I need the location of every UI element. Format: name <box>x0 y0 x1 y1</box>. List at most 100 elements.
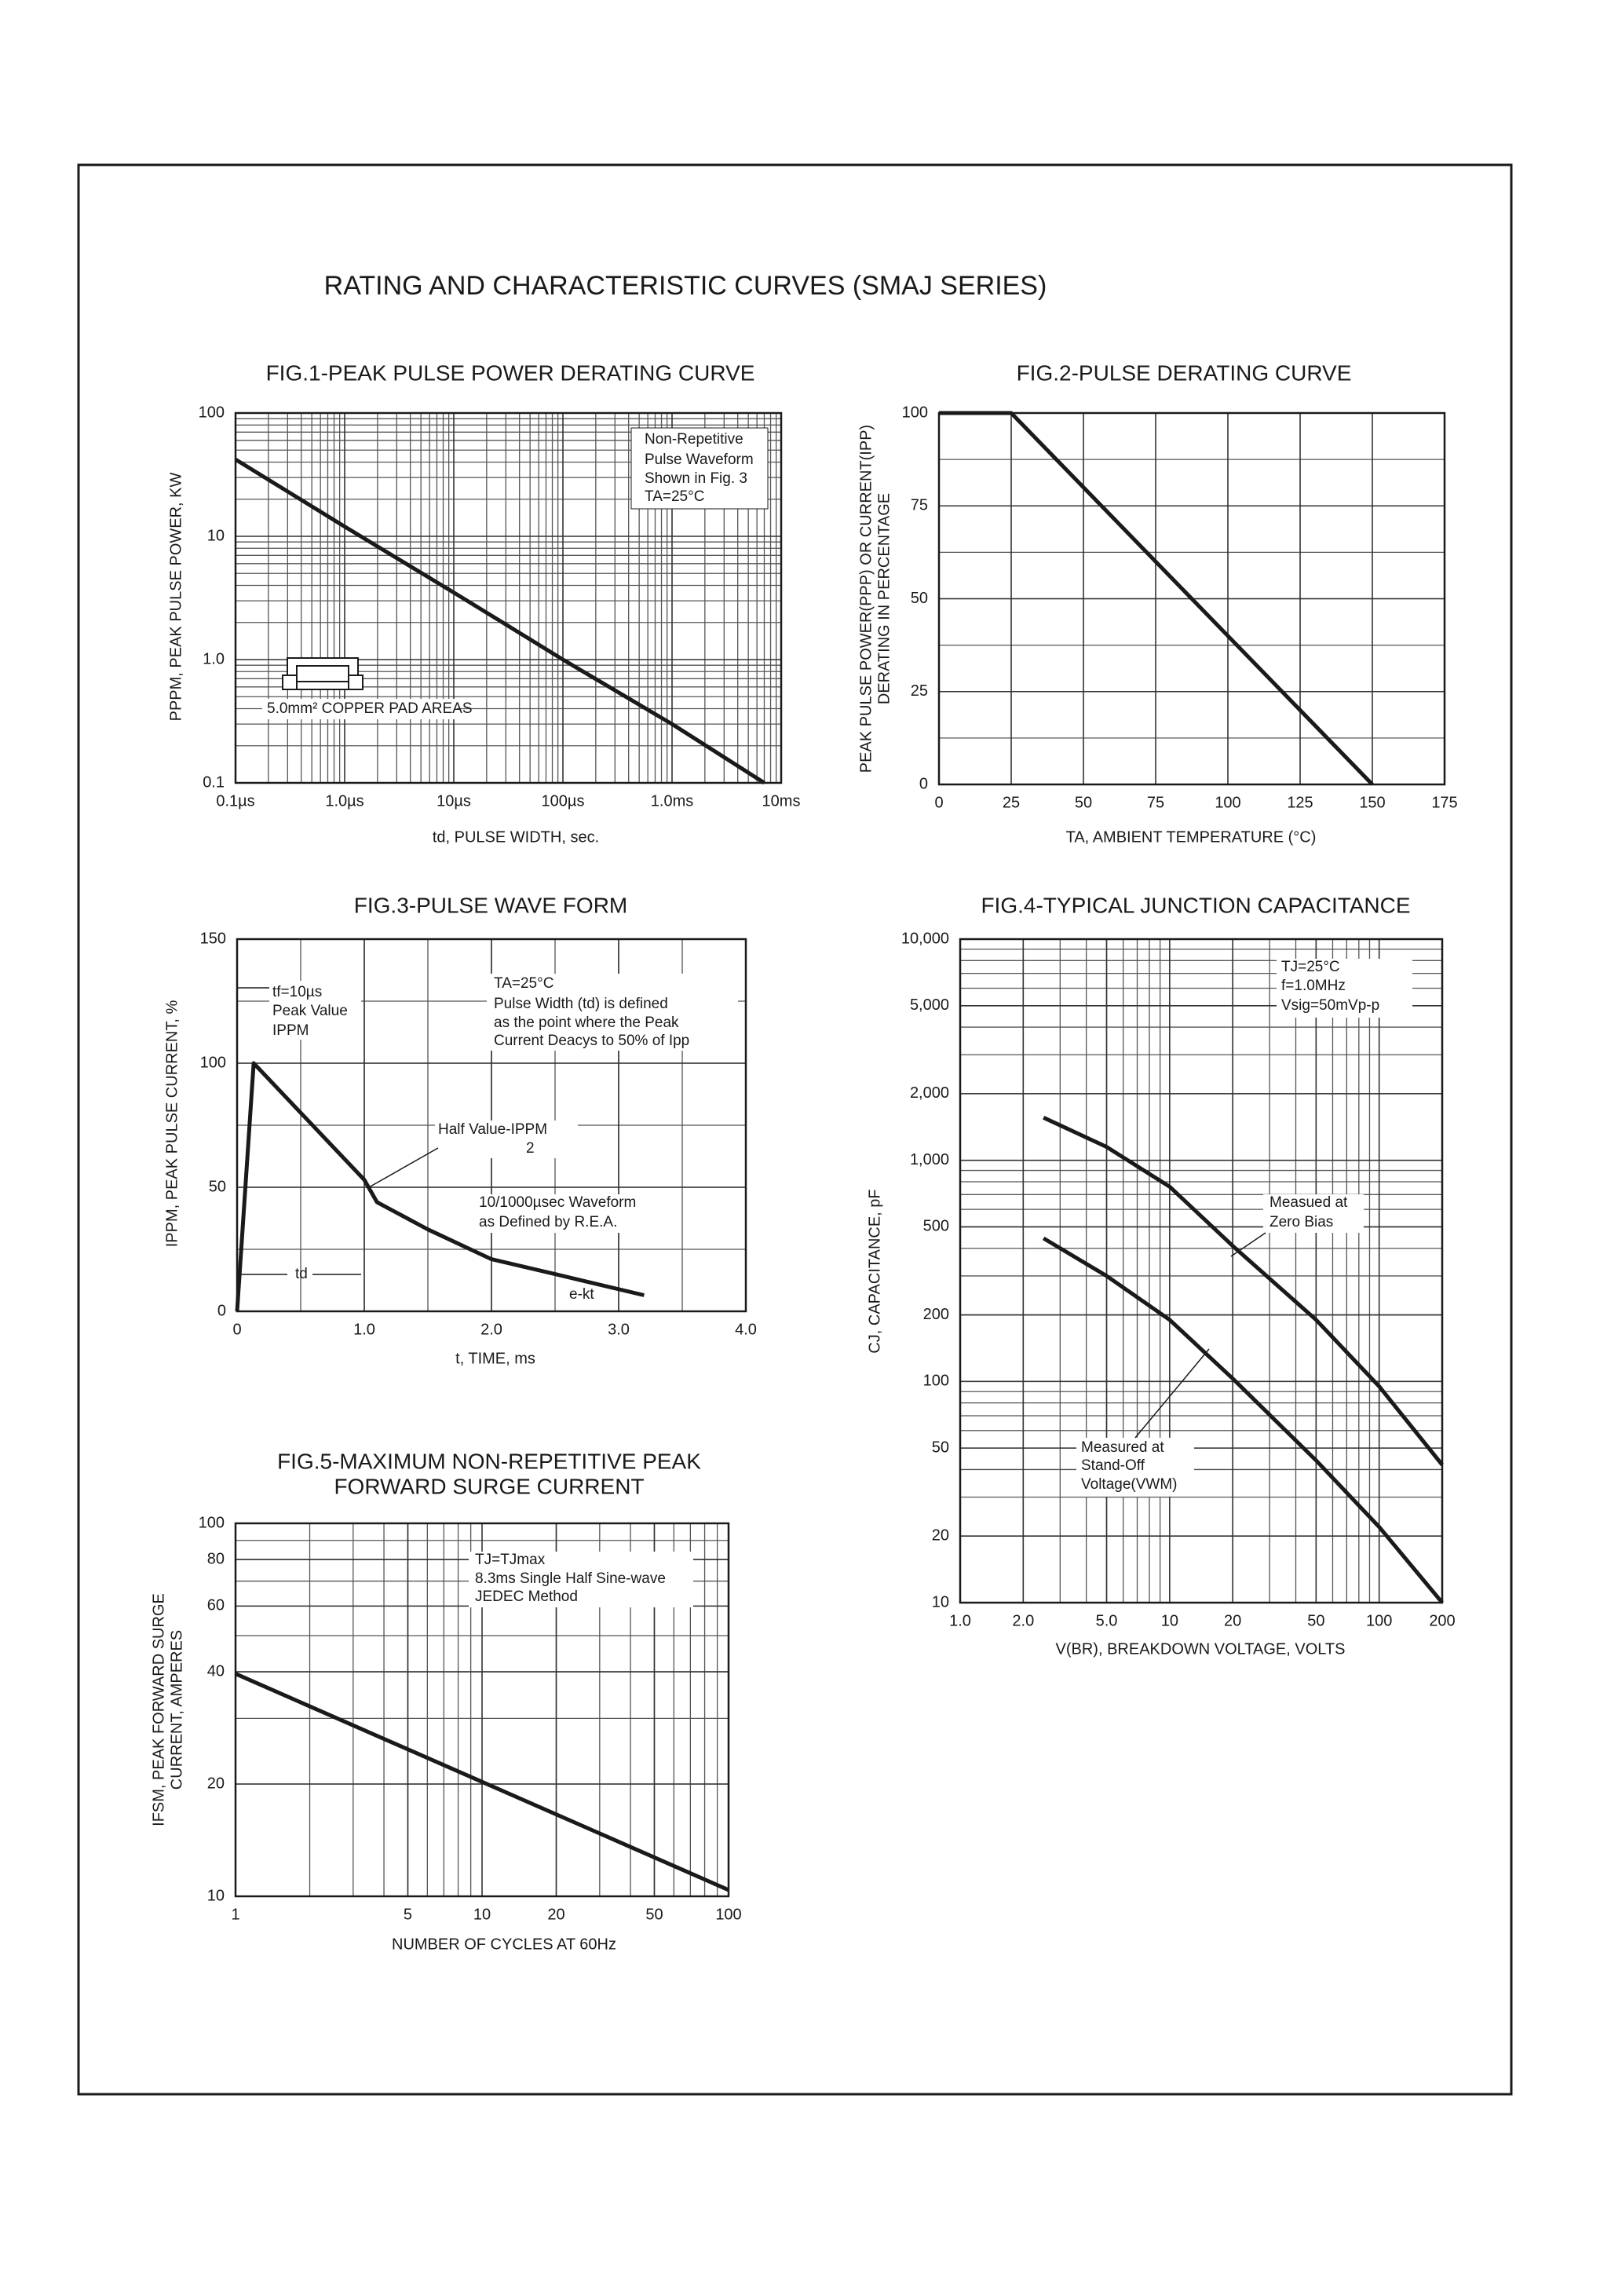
annotation: IPPM <box>272 1022 309 1039</box>
note-box <box>1076 1438 1194 1497</box>
plot-border <box>959 938 1444 1604</box>
x-tick-label: 50 <box>1075 794 1092 811</box>
y-tick-label: 60 <box>207 1597 225 1614</box>
chart-title: FIG.3-PULSE WAVE FORM <box>354 893 627 917</box>
x-tick-label: 0.1µs <box>216 792 254 810</box>
annotation: 10/1000µsec Waveform <box>479 1194 636 1211</box>
plot-border <box>236 938 747 1313</box>
page-border <box>77 163 1513 2096</box>
x-tick-label: 175 <box>1431 794 1457 811</box>
y-tick-label: 100 <box>200 1054 226 1071</box>
x-tick-label: 0 <box>232 1321 241 1338</box>
x-axis-label: V(BR), BREAKDOWN VOLTAGE, VOLTS <box>1056 1640 1346 1658</box>
y-tick-label: 0.1 <box>203 773 225 791</box>
y-tick-label: 10 <box>932 1593 949 1610</box>
plot-border <box>234 1522 730 1898</box>
annotation: Pulse Waveform <box>645 452 754 468</box>
y-axis-label: PEAK PULSE POWER(PPP) OR CURRENT(IPP) <box>857 425 875 773</box>
annotation: Voltage(VWM) <box>1081 1476 1177 1493</box>
y-tick-label: 100 <box>199 404 225 421</box>
x-tick-label: 50 <box>645 1906 663 1923</box>
curve <box>1043 1116 1444 1467</box>
x-tick-label: 0 <box>934 794 943 811</box>
note-box <box>487 974 738 1051</box>
x-tick-label: 10 <box>1161 1612 1178 1629</box>
annotation: Measued at <box>1269 1194 1348 1211</box>
x-tick-label: 200 <box>1429 1612 1455 1629</box>
y-axis-label: PPPM, PEAK PULSE POWER, KW <box>167 473 184 722</box>
y-tick-label: 0 <box>217 1302 226 1319</box>
x-tick-label: 10ms <box>762 792 801 810</box>
y-tick-label: 10 <box>207 527 225 544</box>
chart: 1.0 2.0 5.0 10 20 50 100 200 10 20 50 100 200 500 1,00… <box>866 893 1455 1658</box>
plot-area <box>960 939 1442 1603</box>
note-box <box>269 981 361 1040</box>
annotation: Half Value-IPPM <box>438 1121 547 1138</box>
annotation: Pulse Width (td) is defined <box>494 996 668 1012</box>
curve <box>235 1061 645 1312</box>
annotation: Stand-Off <box>1081 1457 1145 1474</box>
curve <box>939 411 1374 786</box>
y-tick-label: 100 <box>199 1514 225 1531</box>
y-tick-label: 40 <box>207 1662 225 1680</box>
chart: 0 25 50 75 100 125 150 175 0 25 50 75 100 FIG.2-PULSE… <box>857 360 1457 846</box>
y-tick-label: 100 <box>902 404 928 421</box>
annotation: TJ=TJmax <box>475 1552 546 1568</box>
y-tick-label: 500 <box>923 1218 949 1235</box>
x-axis-label: NUMBER OF CYCLES AT 60Hz <box>392 1936 616 1953</box>
chart-title: FIG.2-PULSE DERATING CURVE <box>1017 360 1352 385</box>
x-tick-label: 125 <box>1287 794 1313 811</box>
x-axis-label: td, PULSE WIDTH, sec. <box>433 828 599 846</box>
y-tick-label: 1.0 <box>203 650 225 667</box>
chart-title: FIG.1-PEAK PULSE POWER DERATING CURVE <box>266 360 755 385</box>
x-tick-label: 2.0 <box>480 1321 502 1338</box>
x-tick-label: 5 <box>404 1906 412 1923</box>
x-tick-label: 150 <box>1359 794 1385 811</box>
note-box <box>469 1552 693 1607</box>
chart-title: FIG.4-TYPICAL JUNCTION CAPACITANCE <box>981 893 1410 917</box>
annotation: TA=25°C <box>494 975 553 992</box>
x-tick-label: 100µs <box>542 792 585 810</box>
chart-title: FIG.5-MAXIMUM NON-REPETITIVE PEAK <box>277 1449 701 1473</box>
annotation: Shown in Fig. 3 <box>645 470 747 487</box>
y-axis-label: CJ, CAPACITANCE, pF <box>866 1189 883 1353</box>
leader-line <box>368 1147 439 1188</box>
y-tick-label: 20 <box>207 1775 225 1792</box>
plot-border <box>234 411 783 784</box>
y-tick-label: 80 <box>207 1550 225 1567</box>
y-axis-label: CURRENT, AMPERES <box>168 1630 185 1790</box>
y-tick-label: 10,000 <box>901 930 949 947</box>
y-tick-label: 50 <box>911 590 928 607</box>
x-tick-label: 75 <box>1147 794 1164 811</box>
page-title: RATING AND CHARACTERISTIC CURVES (SMAJ S… <box>324 271 1047 301</box>
y-axis-label: IFSM, PEAK FORWARD SURGE <box>150 1593 167 1826</box>
notes: Non-Repetitive Pulse Waveform Shown in Fig… <box>267 431 1379 1605</box>
y-tick-label: 2,000 <box>910 1084 949 1102</box>
plot-border <box>937 411 1446 786</box>
x-tick-label: 1.0 <box>949 1612 971 1629</box>
curve <box>234 457 765 785</box>
y-tick-label: 5,000 <box>910 996 949 1014</box>
note-boxes <box>262 427 1412 1607</box>
x-tick-label: 20 <box>1224 1612 1241 1629</box>
annotation: Zero Bias <box>1269 1214 1333 1230</box>
y-tick-label: 150 <box>200 930 226 947</box>
note-box <box>472 1194 659 1233</box>
y-tick-label: 200 <box>923 1306 949 1323</box>
x-tick-label: 10µs <box>437 792 471 810</box>
x-tick-label: 1 <box>231 1906 239 1923</box>
annotation: Non-Repetitive <box>645 431 743 448</box>
package-icon <box>282 657 363 690</box>
plots: 0.1µs 1.0µs 10µs 100µs 1.0ms 10ms0.11.010100F… <box>150 360 1457 1953</box>
y-tick-label: 50 <box>209 1178 226 1195</box>
x-tick-label: 50 <box>1307 1612 1324 1629</box>
leader-lines <box>237 987 1266 1439</box>
x-tick-label: 3.0 <box>608 1321 630 1338</box>
leader-line <box>1230 1232 1266 1257</box>
x-tick-label: 5.0 <box>1096 1612 1118 1629</box>
y-axis-label: IPPM, PEAK PULSE CURRENT, % <box>163 1000 181 1248</box>
note-box <box>630 427 769 510</box>
chart: 1 5 10 20 50 100 10 20 40 60 80 100 FIG.5-MAXIMUM NO… <box>150 1449 741 1953</box>
curve <box>1042 1236 1444 1604</box>
y-tick-label: 10 <box>207 1887 225 1904</box>
